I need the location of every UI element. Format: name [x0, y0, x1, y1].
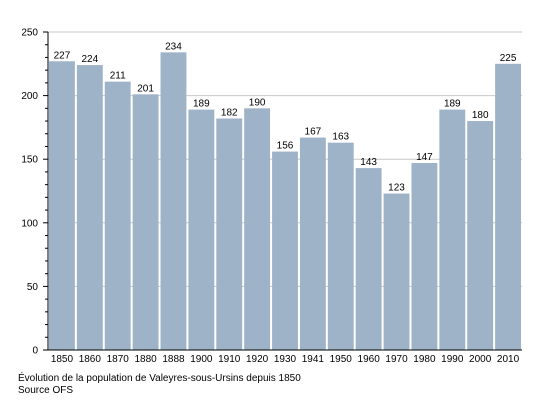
bar: [104, 81, 131, 350]
x-tick-label: 1920: [246, 354, 269, 365]
data-label: 224: [81, 54, 98, 65]
data-label: 147: [416, 152, 433, 163]
bars: [49, 52, 521, 351]
x-tick-label: 1941: [302, 354, 325, 365]
bar: [49, 61, 75, 350]
data-label: 189: [444, 99, 461, 110]
data-labels: 227 224 211 201 234 189 182 190 156 167 163 143 123 1…: [54, 41, 517, 193]
data-label: 189: [193, 99, 210, 110]
y-tick-label: 150: [21, 155, 38, 166]
y-tick-label: 100: [21, 218, 38, 229]
x-tick-label: 1970: [385, 354, 408, 365]
data-label: 123: [388, 183, 405, 194]
bar: [132, 94, 159, 350]
bar-chart: 0 50 100 150 200 250 1850 1860 1870 1880 1888 1900 1…: [21, 28, 522, 365]
data-label: 182: [221, 107, 238, 118]
bar: [216, 118, 243, 350]
data-label: 167: [305, 127, 322, 138]
bar: [439, 109, 466, 350]
bar: [355, 168, 382, 350]
x-tick-label: 2000: [469, 354, 492, 365]
bar: [383, 193, 410, 350]
y-tick-label: 250: [21, 28, 38, 39]
data-label: 201: [137, 83, 154, 94]
data-label: 156: [277, 141, 294, 152]
bar: [188, 109, 215, 350]
x-tick-label: 1900: [190, 354, 213, 365]
data-label: 180: [472, 110, 489, 121]
bar: [411, 163, 438, 350]
x-tick-label: 1990: [441, 354, 464, 365]
y-tick-label: 50: [27, 282, 39, 293]
x-tick-label: 1930: [274, 354, 297, 365]
data-label: 211: [110, 71, 126, 82]
data-label: 190: [249, 97, 266, 108]
bar: [160, 52, 187, 351]
x-tick-label: 2010: [497, 354, 520, 365]
x-tick-label: 1950: [330, 354, 353, 365]
bar: [327, 142, 354, 350]
x-tick-label: 1980: [413, 354, 436, 365]
x-tick-label: 1860: [79, 354, 102, 365]
bar: [495, 63, 521, 351]
chart-caption: Évolution de la population de Valeyres-s…: [18, 373, 301, 384]
y-tick-label: 0: [32, 346, 38, 357]
x-tick-label: 1880: [134, 354, 157, 365]
x-tick-label: 1960: [358, 354, 381, 365]
x-tick-label: 1850: [51, 354, 74, 365]
data-label: 227: [54, 50, 71, 61]
x-tick-label: 1888: [162, 354, 185, 365]
x-tick-label: 1910: [218, 354, 241, 365]
bar: [272, 151, 298, 350]
bar: [467, 121, 494, 350]
bar: [299, 137, 326, 350]
bar: [76, 65, 103, 351]
axes: 0 50 100 150 200 250 1850 1860 1870 1880 1888 1900 1…: [21, 28, 522, 365]
chart-source: Source OFS: [18, 385, 74, 396]
y-tick-label: 200: [21, 91, 38, 102]
x-tick-label: 1870: [107, 354, 130, 365]
data-label: 143: [360, 157, 377, 168]
data-label: 163: [332, 132, 349, 143]
bar: [244, 108, 271, 350]
data-label: 225: [500, 53, 517, 64]
data-label: 234: [165, 41, 182, 52]
